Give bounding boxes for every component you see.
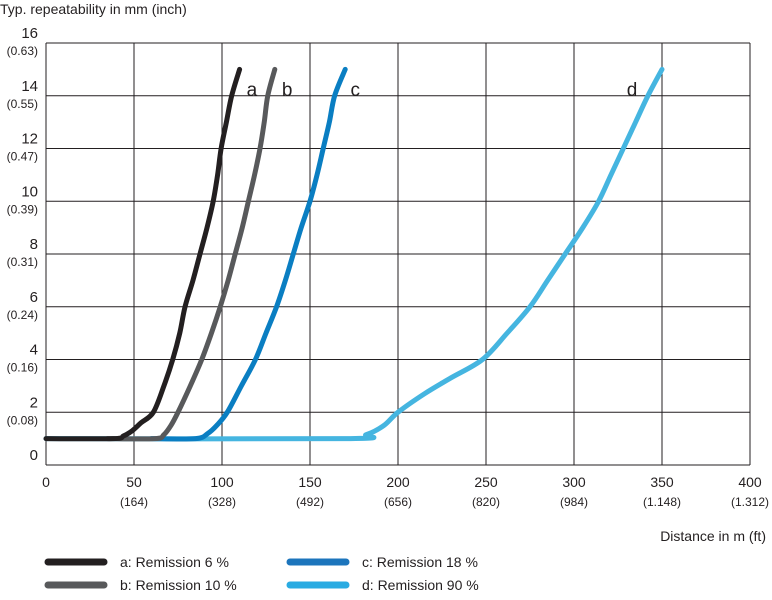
x-tick-label: 250 — [474, 474, 498, 490]
x-tick-label: 200 — [386, 474, 410, 490]
y-tick-label: 10 — [21, 183, 38, 200]
curve-label-a: a — [247, 80, 258, 101]
x-tick-sublabel: (984) — [560, 495, 588, 509]
y-tick-sublabel: (0.47) — [7, 150, 38, 164]
curve-label-c: c — [350, 80, 360, 101]
y-axis-ticks: 0 2 (0.08) 4 (0.16) 6 (0.24) 8 (0.31) 10 (0.39) 12 (… — [7, 25, 38, 464]
series-line-a — [43, 66, 243, 442]
x-tick-label: 100 — [210, 474, 234, 490]
series-line-c — [149, 66, 348, 442]
x-tick-sublabel: (820) — [472, 495, 500, 509]
y-tick-sublabel: (0.55) — [7, 97, 38, 111]
y-tick-label: 12 — [21, 131, 38, 148]
grid — [45, 42, 751, 466]
y-tick-sublabel: (0.31) — [7, 255, 38, 269]
legend-label-d: d: Remission 90 % — [362, 577, 479, 593]
y-tick-sublabel: (0.63) — [7, 44, 38, 58]
curve-label-d: d — [627, 80, 638, 101]
y-tick-label: 16 — [21, 25, 38, 42]
x-axis-ticks: 0 50 (164) 100 (328) 150 (492) 200 (656) 250 (820)… — [42, 474, 769, 509]
x-tick-label: 300 — [562, 474, 586, 490]
y-tick-label: 2 — [30, 394, 38, 411]
legend-label-b: b: Remission 10 % — [120, 577, 237, 593]
x-tick-label: 150 — [298, 474, 322, 490]
curve-label-b: b — [282, 80, 293, 101]
x-tick-sublabel: (1.312) — [731, 495, 769, 509]
x-tick-label: 0 — [42, 474, 50, 490]
x-axis-title: Distance in m (ft) — [660, 528, 766, 544]
y-axis-title: Typ. repeatability in mm (inch) — [0, 1, 187, 17]
y-tick-label: 6 — [30, 289, 38, 306]
x-tick-label: 400 — [738, 474, 762, 490]
y-tick-label: 0 — [30, 447, 38, 464]
curve-labels: a b c d — [247, 80, 638, 101]
x-tick-sublabel: (164) — [120, 495, 148, 509]
legend-label-c: c: Remission 18 % — [362, 554, 478, 570]
y-tick-sublabel: (0.08) — [7, 413, 38, 427]
series-line-d — [43, 66, 665, 442]
y-tick-sublabel: (0.24) — [7, 308, 38, 322]
y-tick-label: 14 — [21, 78, 38, 95]
series-line-b — [105, 66, 278, 442]
legend: a: Remission 6 % b: Remission 10 % c: Remi… — [44, 554, 479, 593]
legend-label-a: a: Remission 6 % — [120, 554, 229, 570]
x-tick-sublabel: (1.148) — [643, 495, 681, 509]
y-tick-sublabel: (0.16) — [7, 361, 38, 375]
x-tick-label: 350 — [650, 474, 674, 490]
y-tick-sublabel: (0.39) — [7, 202, 38, 216]
x-tick-sublabel: (492) — [296, 495, 324, 509]
y-tick-label: 4 — [30, 342, 38, 359]
series-lines — [43, 66, 665, 442]
x-tick-label: 50 — [126, 474, 142, 490]
y-tick-label: 8 — [30, 236, 38, 253]
x-tick-sublabel: (328) — [208, 495, 236, 509]
x-tick-sublabel: (656) — [384, 495, 412, 509]
